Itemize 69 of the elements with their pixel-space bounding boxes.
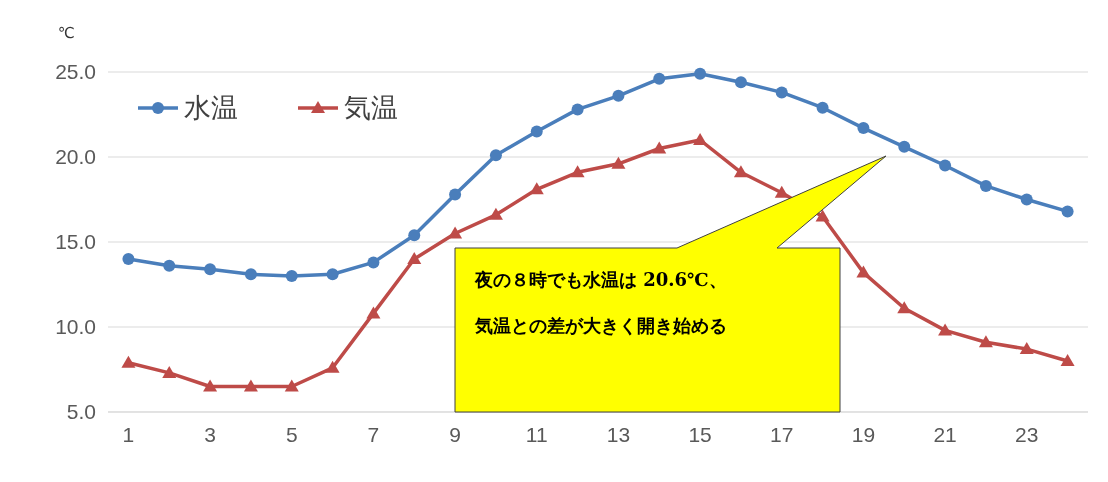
x-tick-label: 9 xyxy=(449,423,461,446)
point xyxy=(857,122,870,135)
point xyxy=(1060,354,1075,366)
x-tick-label: 5 xyxy=(285,423,298,446)
point xyxy=(243,379,258,392)
point xyxy=(1061,205,1074,218)
legend-label: 水温 xyxy=(184,92,238,124)
point xyxy=(611,156,626,169)
point xyxy=(1020,193,1033,206)
point xyxy=(448,226,463,239)
point xyxy=(694,67,707,80)
point xyxy=(530,125,543,138)
point xyxy=(326,268,339,281)
x-tick-label: 1 xyxy=(122,423,135,446)
x-tick-label: 17 xyxy=(770,423,794,446)
point xyxy=(163,259,176,272)
point xyxy=(734,76,747,89)
point xyxy=(203,379,218,392)
point xyxy=(693,133,708,145)
point xyxy=(162,365,177,378)
x-tick-label: 23 xyxy=(1015,423,1039,446)
point xyxy=(570,165,585,178)
x-tick-label: 15 xyxy=(688,423,712,446)
point xyxy=(285,270,298,282)
point xyxy=(571,103,584,116)
x-tick-label: 7 xyxy=(367,423,380,446)
point xyxy=(407,252,422,264)
legend-label: 気温 xyxy=(344,92,398,124)
point xyxy=(979,179,992,192)
point xyxy=(733,165,748,178)
point xyxy=(204,263,217,276)
point xyxy=(653,72,666,85)
text: 夜の８時でも水温は 20.6℃、気温との差が大きく開き始める xyxy=(475,269,727,336)
point xyxy=(652,141,667,154)
point xyxy=(122,253,135,265)
x-tick-label: 13 xyxy=(606,423,631,446)
y-tick-label: 5.0 xyxy=(66,400,96,424)
point xyxy=(488,207,503,220)
point xyxy=(284,379,299,392)
point xyxy=(856,265,871,278)
x-tick-label: 19 xyxy=(851,423,876,446)
point xyxy=(367,256,380,269)
point xyxy=(898,140,911,153)
point xyxy=(775,86,788,99)
y-tick-label: 10.0 xyxy=(55,315,96,339)
x-tick-label: 21 xyxy=(933,423,957,446)
x-tick-label: 11 xyxy=(525,423,548,446)
point xyxy=(897,301,912,314)
point xyxy=(938,323,953,336)
point xyxy=(408,229,421,242)
point xyxy=(939,159,952,172)
point xyxy=(978,335,993,348)
point xyxy=(1019,342,1034,355)
point xyxy=(816,101,829,114)
point xyxy=(612,89,625,102)
y-tick-label: 25.0 xyxy=(55,60,96,84)
point xyxy=(121,355,136,368)
point xyxy=(366,306,381,319)
y-tick-label: 20.0 xyxy=(55,145,96,169)
point xyxy=(325,360,340,373)
y-tick-label: 15.0 xyxy=(55,230,96,254)
point xyxy=(489,149,502,162)
point xyxy=(244,268,257,281)
y-axis-title: ℃ xyxy=(58,24,75,42)
x-tick-label: 3 xyxy=(204,423,216,446)
point xyxy=(449,188,462,201)
point xyxy=(774,185,789,198)
point xyxy=(529,182,544,195)
point xyxy=(815,209,830,222)
